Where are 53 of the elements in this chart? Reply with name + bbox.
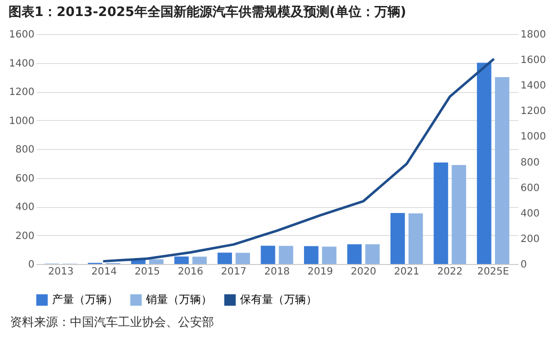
legend-label: 保有量（万辆） bbox=[240, 293, 317, 306]
bar bbox=[434, 162, 448, 264]
bar bbox=[149, 259, 164, 264]
bar bbox=[278, 246, 294, 264]
x-tick-label: 2013 bbox=[48, 266, 74, 278]
y-tick-label: 800 bbox=[15, 144, 34, 156]
y2-tick-label: 0 bbox=[520, 260, 527, 270]
x-tick-label: 2019 bbox=[308, 266, 333, 278]
x-tick-label: 2018 bbox=[264, 266, 290, 278]
y2-tick-label: 1600 bbox=[520, 55, 546, 66]
bar bbox=[476, 62, 492, 264]
y2-tick-label: 800 bbox=[520, 157, 540, 168]
y-tick-label: 1600 bbox=[9, 30, 34, 40]
y2-tick-label: 1000 bbox=[520, 132, 546, 143]
x-tick-label: 2015 bbox=[134, 266, 160, 278]
bar bbox=[236, 252, 250, 264]
x-tick-label: 2020 bbox=[350, 266, 376, 278]
y2-tick-label: 400 bbox=[520, 208, 540, 220]
bar bbox=[218, 252, 232, 264]
y-tick-label: 1000 bbox=[9, 116, 34, 127]
y-tick-label: 200 bbox=[15, 230, 34, 242]
legend-label: 销量（万辆） bbox=[145, 293, 212, 306]
bar bbox=[408, 213, 423, 264]
x-tick-label: 2022 bbox=[437, 266, 463, 278]
x-tick-label: 2016 bbox=[178, 266, 204, 278]
bar bbox=[174, 256, 189, 264]
text: 资料来源：中国汽车工业协会、公安部 bbox=[10, 314, 215, 331]
bar bbox=[260, 246, 276, 264]
x-tick-label: 2021 bbox=[394, 266, 420, 278]
x-tick-label: 2017 bbox=[221, 266, 246, 278]
y2-tick-label: 1800 bbox=[520, 30, 546, 40]
y-tick-label: 1400 bbox=[9, 58, 34, 70]
bar bbox=[322, 246, 336, 264]
y2-tick-label: 600 bbox=[520, 182, 540, 194]
bar bbox=[304, 246, 318, 264]
legend-label: 产量（万辆） bbox=[52, 293, 118, 306]
y2-tick-label: 1400 bbox=[520, 80, 546, 92]
bar bbox=[365, 244, 380, 264]
y2-tick-label: 1200 bbox=[520, 106, 546, 118]
y2-tick-label: 200 bbox=[520, 234, 540, 245]
bar bbox=[390, 212, 405, 264]
x-tick-label: 2025E bbox=[477, 266, 510, 278]
line-series bbox=[102, 58, 494, 262]
y-tick-label: 0 bbox=[28, 260, 34, 270]
bar bbox=[347, 244, 362, 264]
y-tick-label: 600 bbox=[15, 173, 34, 184]
bar bbox=[494, 77, 510, 264]
y-tick-label: 1200 bbox=[9, 87, 34, 98]
bar bbox=[452, 164, 466, 264]
x-tick-label: 2014 bbox=[91, 266, 117, 278]
bar bbox=[192, 256, 207, 264]
y-tick-label: 400 bbox=[15, 202, 34, 213]
chart-title: 图表1：2013-2025年全国新能源汽车供需规模及预测(单位：万辆) bbox=[8, 4, 406, 20]
